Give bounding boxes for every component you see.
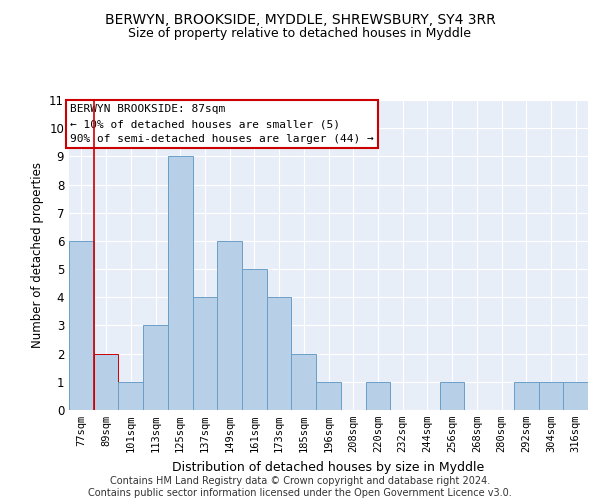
Text: BERWYN, BROOKSIDE, MYDDLE, SHREWSBURY, SY4 3RR: BERWYN, BROOKSIDE, MYDDLE, SHREWSBURY, S… xyxy=(104,12,496,26)
Text: Contains HM Land Registry data © Crown copyright and database right 2024.
Contai: Contains HM Land Registry data © Crown c… xyxy=(88,476,512,498)
Text: BERWYN BROOKSIDE: 87sqm
← 10% of detached houses are smaller (5)
90% of semi-det: BERWYN BROOKSIDE: 87sqm ← 10% of detache… xyxy=(70,104,374,144)
Bar xyxy=(94,354,118,410)
Bar xyxy=(316,382,341,410)
X-axis label: Distribution of detached houses by size in Myddle: Distribution of detached houses by size … xyxy=(172,460,485,473)
Bar xyxy=(217,241,242,410)
Bar xyxy=(168,156,193,410)
Bar xyxy=(539,382,563,410)
Bar xyxy=(193,298,217,410)
Bar xyxy=(292,354,316,410)
Bar xyxy=(440,382,464,410)
Bar xyxy=(69,241,94,410)
Bar xyxy=(514,382,539,410)
Bar xyxy=(267,298,292,410)
Bar xyxy=(118,382,143,410)
Bar xyxy=(365,382,390,410)
Bar xyxy=(143,326,168,410)
Text: Size of property relative to detached houses in Myddle: Size of property relative to detached ho… xyxy=(128,28,472,40)
Bar xyxy=(242,269,267,410)
Bar xyxy=(563,382,588,410)
Y-axis label: Number of detached properties: Number of detached properties xyxy=(31,162,44,348)
